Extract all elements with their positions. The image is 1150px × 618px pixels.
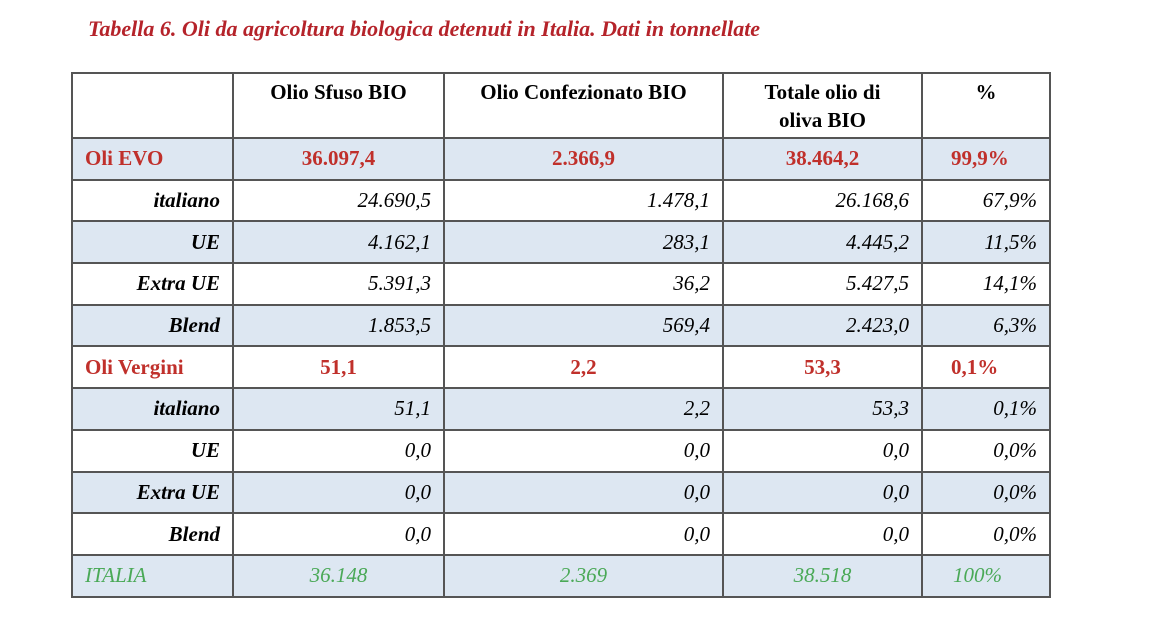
totale-cell: 0,0 bbox=[722, 512, 923, 556]
row-label: italiano bbox=[71, 387, 234, 431]
table-row: Blend 1.853,5 569,4 2.423,0 6,3% bbox=[71, 303, 1051, 348]
sfuso-cell: 36.097,4 bbox=[232, 137, 445, 181]
totale-cell: 5.427,5 bbox=[722, 262, 923, 306]
row-label: Blend bbox=[71, 303, 234, 348]
totale-cell: 38.464,2 bbox=[722, 137, 923, 181]
totale-cell: 4.445,2 bbox=[722, 220, 923, 265]
confezionato-cell: 2.369 bbox=[443, 553, 724, 598]
header-percent: % bbox=[921, 72, 1051, 139]
row-label: Extra UE bbox=[71, 262, 234, 306]
table-row: Extra UE 0,0 0,0 0,0 0,0% bbox=[71, 470, 1051, 515]
percent-cell: 0,0% bbox=[921, 428, 1051, 473]
table-row: UE 0,0 0,0 0,0 0,0% bbox=[71, 428, 1051, 473]
header-confezionato: Olio Confezionato BIO bbox=[443, 72, 724, 139]
table-row: Extra UE 5.391,3 36,2 5.427,5 14,1% bbox=[71, 262, 1051, 306]
totale-cell: 53,3 bbox=[722, 345, 923, 390]
percent-cell: 6,3% bbox=[921, 303, 1051, 348]
confezionato-cell: 0,0 bbox=[443, 470, 724, 515]
table-row: Blend 0,0 0,0 0,0 0,0% bbox=[71, 512, 1051, 556]
percent-cell: 0,0% bbox=[921, 470, 1051, 515]
row-label: UE bbox=[71, 220, 234, 265]
row-label: Extra UE bbox=[71, 470, 234, 515]
confezionato-cell: 36,2 bbox=[443, 262, 724, 306]
row-label: italiano bbox=[71, 178, 234, 223]
sfuso-cell: 4.162,1 bbox=[232, 220, 445, 265]
table-row: italiano 51,1 2,2 53,3 0,1% bbox=[71, 387, 1051, 431]
table-row: italiano 24.690,5 1.478,1 26.168,6 67,9% bbox=[71, 178, 1051, 223]
percent-cell: 11,5% bbox=[921, 220, 1051, 265]
row-label: ITALIA bbox=[71, 553, 234, 598]
sfuso-cell: 0,0 bbox=[232, 512, 445, 556]
percent-cell: 67,9% bbox=[921, 178, 1051, 223]
table-row: ITALIA 36.148 2.369 38.518 100% bbox=[71, 553, 1051, 598]
percent-cell: 0,0% bbox=[921, 512, 1051, 556]
data-table: Olio Sfuso BIO Olio Confezionato BIO Tot… bbox=[71, 72, 1051, 598]
sfuso-cell: 0,0 bbox=[232, 470, 445, 515]
row-label: UE bbox=[71, 428, 234, 473]
table-title: Tabella 6. Oli da agricoltura biologica … bbox=[88, 16, 761, 41]
table-row: UE 4.162,1 283,1 4.445,2 11,5% bbox=[71, 220, 1051, 265]
confezionato-cell: 283,1 bbox=[443, 220, 724, 265]
sfuso-cell: 24.690,5 bbox=[232, 178, 445, 223]
row-label: Oli Vergini bbox=[71, 345, 234, 390]
table-row: Oli Vergini 51,1 2,2 53,3 0,1% bbox=[71, 345, 1051, 390]
header-totale: Totale olio di oliva BIO bbox=[722, 72, 923, 139]
sfuso-cell: 0,0 bbox=[232, 428, 445, 473]
totale-cell: 0,0 bbox=[722, 470, 923, 515]
row-label: Oli EVO bbox=[71, 137, 234, 181]
totale-cell: 2.423,0 bbox=[722, 303, 923, 348]
sfuso-cell: 36.148 bbox=[232, 553, 445, 598]
header-sfuso: Olio Sfuso BIO bbox=[232, 72, 445, 139]
header-empty bbox=[71, 72, 234, 139]
totale-cell: 53,3 bbox=[722, 387, 923, 431]
header-row: Olio Sfuso BIO Olio Confezionato BIO Tot… bbox=[71, 72, 1051, 139]
percent-cell: 0,1% bbox=[921, 345, 1051, 390]
sfuso-cell: 51,1 bbox=[232, 345, 445, 390]
totale-cell: 0,0 bbox=[722, 428, 923, 473]
sfuso-cell: 1.853,5 bbox=[232, 303, 445, 348]
totale-cell: 38.518 bbox=[722, 553, 923, 598]
totale-cell: 26.168,6 bbox=[722, 178, 923, 223]
table-row: Oli EVO 36.097,4 2.366,9 38.464,2 99,9% bbox=[71, 137, 1051, 181]
confezionato-cell: 2.366,9 bbox=[443, 137, 724, 181]
percent-cell: 0,1% bbox=[921, 387, 1051, 431]
confezionato-cell: 1.478,1 bbox=[443, 178, 724, 223]
confezionato-cell: 569,4 bbox=[443, 303, 724, 348]
percent-cell: 100% bbox=[921, 553, 1051, 598]
confezionato-cell: 0,0 bbox=[443, 512, 724, 556]
row-label: Blend bbox=[71, 512, 234, 556]
sfuso-cell: 51,1 bbox=[232, 387, 445, 431]
percent-cell: 99,9% bbox=[921, 137, 1051, 181]
confezionato-cell: 2,2 bbox=[443, 345, 724, 390]
sfuso-cell: 5.391,3 bbox=[232, 262, 445, 306]
percent-cell: 14,1% bbox=[921, 262, 1051, 306]
confezionato-cell: 2,2 bbox=[443, 387, 724, 431]
confezionato-cell: 0,0 bbox=[443, 428, 724, 473]
